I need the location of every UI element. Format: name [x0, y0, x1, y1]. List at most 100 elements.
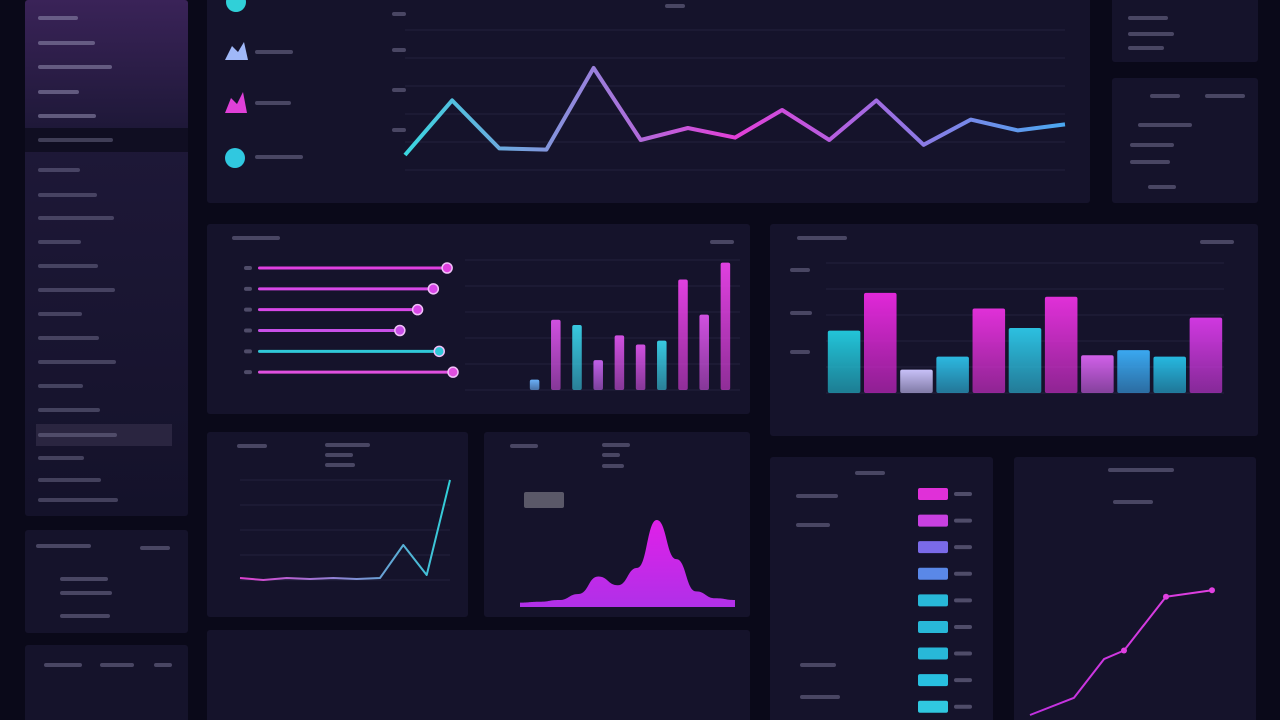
text-placeholder — [60, 591, 112, 595]
bar — [918, 488, 948, 500]
text-placeholder — [1200, 240, 1234, 244]
text-placeholder — [44, 663, 82, 667]
bar — [678, 279, 688, 390]
text-placeholder — [38, 408, 100, 412]
bar — [918, 620, 948, 633]
text-placeholder — [38, 90, 79, 94]
panel — [1112, 0, 1258, 62]
panel — [1112, 78, 1258, 203]
point — [1209, 587, 1215, 594]
line — [239, 479, 451, 581]
text-placeholder — [790, 350, 810, 354]
text-placeholder — [954, 518, 972, 523]
text-placeholder — [800, 663, 836, 667]
text-placeholder — [244, 266, 252, 270]
text-placeholder — [38, 216, 114, 220]
text-placeholder — [38, 41, 95, 45]
text-placeholder — [954, 704, 972, 709]
text-placeholder — [392, 128, 406, 132]
bar — [593, 360, 603, 390]
text-placeholder — [710, 240, 734, 244]
bar — [258, 329, 400, 332]
text-placeholder — [790, 311, 812, 315]
bar — [1044, 296, 1078, 393]
text-placeholder — [38, 168, 80, 172]
panel — [207, 630, 750, 720]
bar — [551, 319, 561, 390]
text-placeholder — [38, 16, 78, 20]
slider-knob — [394, 324, 406, 337]
text-placeholder — [1130, 143, 1174, 147]
bar — [258, 266, 448, 270]
text-placeholder — [510, 444, 538, 448]
bar — [918, 541, 948, 554]
text-placeholder — [38, 384, 83, 388]
bar — [258, 287, 434, 291]
area — [520, 520, 735, 607]
text-placeholder — [392, 12, 406, 16]
bar — [918, 674, 948, 687]
text-placeholder — [855, 471, 885, 475]
text-placeholder — [392, 88, 406, 92]
text-placeholder — [38, 288, 115, 292]
menu-highlight[interactable] — [25, 128, 188, 152]
bar — [258, 308, 418, 312]
panel — [207, 432, 468, 617]
text-placeholder — [1128, 46, 1164, 50]
text-placeholder — [1128, 32, 1174, 36]
text-placeholder — [38, 456, 84, 460]
text-placeholder — [255, 101, 291, 105]
text-placeholder — [60, 577, 108, 581]
text-placeholder — [1148, 185, 1176, 189]
text-placeholder — [1138, 123, 1192, 127]
bar — [258, 349, 440, 353]
text-placeholder — [800, 695, 840, 699]
text-placeholder — [602, 453, 620, 457]
text-placeholder — [38, 312, 82, 316]
point — [1163, 593, 1169, 600]
slider-knob — [411, 303, 424, 316]
text-placeholder — [325, 453, 353, 457]
point — [1121, 647, 1127, 654]
text-placeholder — [796, 523, 830, 527]
bar — [863, 292, 897, 393]
panel — [1014, 457, 1256, 720]
text-placeholder — [100, 663, 134, 667]
icon — [225, 92, 247, 113]
text-placeholder — [244, 370, 252, 375]
text-placeholder — [602, 464, 624, 468]
text-placeholder — [954, 598, 972, 603]
text-placeholder — [325, 463, 355, 467]
text-placeholder — [38, 240, 81, 244]
bar — [720, 262, 731, 390]
text-placeholder — [38, 138, 113, 142]
bar — [1189, 317, 1223, 393]
text-placeholder — [325, 443, 370, 447]
text-placeholder — [255, 155, 303, 159]
icon — [225, 148, 245, 168]
bar — [918, 647, 948, 660]
bar — [918, 567, 948, 580]
text-placeholder — [954, 678, 972, 683]
bar — [972, 308, 1006, 393]
text-placeholder — [36, 544, 91, 548]
bar — [1153, 356, 1187, 393]
panel — [207, 224, 750, 414]
text-placeholder — [237, 444, 267, 448]
bar — [918, 514, 948, 527]
slider-knob — [447, 366, 459, 378]
bar — [827, 330, 861, 393]
text-placeholder — [392, 48, 406, 52]
bar — [657, 340, 667, 390]
bar — [1008, 328, 1042, 393]
menu-highlight[interactable] — [36, 424, 172, 446]
text-placeholder — [790, 268, 810, 272]
bar — [572, 325, 582, 390]
text-placeholder — [1205, 94, 1245, 98]
bar — [258, 370, 454, 374]
bar — [635, 344, 646, 390]
text-placeholder — [255, 50, 293, 54]
bar — [918, 700, 948, 713]
bar — [918, 594, 948, 607]
